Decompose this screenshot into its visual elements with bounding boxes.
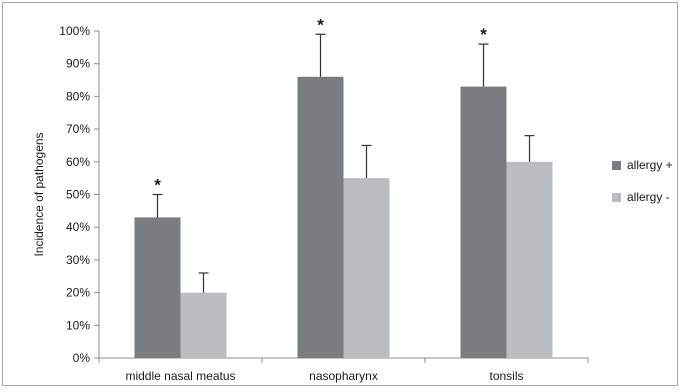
bar xyxy=(343,178,390,358)
y-tick-label: 90% xyxy=(66,57,90,71)
legend-swatch xyxy=(612,161,621,170)
x-tick-label: nasopharynx xyxy=(309,369,378,383)
bar xyxy=(506,161,553,358)
y-tick-label: 20% xyxy=(66,286,90,300)
x-tick-label: middle nasal meatus xyxy=(125,369,235,383)
y-axis-label: Incidence of pathogens xyxy=(32,132,46,256)
x-axis: middle nasal meatus nasopharynx tonsils xyxy=(98,357,589,383)
error-bars xyxy=(152,33,535,293)
legend-label: allergy - xyxy=(627,190,670,204)
bar xyxy=(134,217,181,358)
y-tick-label: 80% xyxy=(66,89,90,103)
y-tick-label: 40% xyxy=(66,220,90,234)
significance-marker: * xyxy=(480,25,487,44)
y-tick-label: 0% xyxy=(73,351,91,365)
bar xyxy=(180,292,227,358)
y-tick-label: 50% xyxy=(66,188,90,202)
y-tick-label: 100% xyxy=(59,24,90,38)
legend: allergy + allergy - xyxy=(612,158,673,204)
bars xyxy=(134,76,553,358)
y-tick-label: 60% xyxy=(66,155,90,169)
y-axis: 0% 10% 20% 30% 40% 50% 60% 70% 80% 90% 100% xyxy=(59,24,100,365)
x-tick-label: tonsils xyxy=(489,369,523,383)
annotations: * * * xyxy=(154,15,487,194)
y-tick-label: 10% xyxy=(66,318,90,332)
chart-frame: 0% 10% 20% 30% 40% 50% 60% 70% 80% 90% 100% middle… xyxy=(2,2,678,386)
significance-marker: * xyxy=(154,176,161,195)
bar xyxy=(297,76,344,358)
legend-label: allergy + xyxy=(627,158,673,172)
bar xyxy=(460,86,507,358)
bar-chart: 0% 10% 20% 30% 40% 50% 60% 70% 80% 90% 100% middle… xyxy=(32,15,673,383)
y-tick-label: 30% xyxy=(66,253,90,267)
significance-marker: * xyxy=(317,15,324,34)
legend-swatch xyxy=(612,193,621,202)
y-tick-label: 70% xyxy=(66,122,90,136)
